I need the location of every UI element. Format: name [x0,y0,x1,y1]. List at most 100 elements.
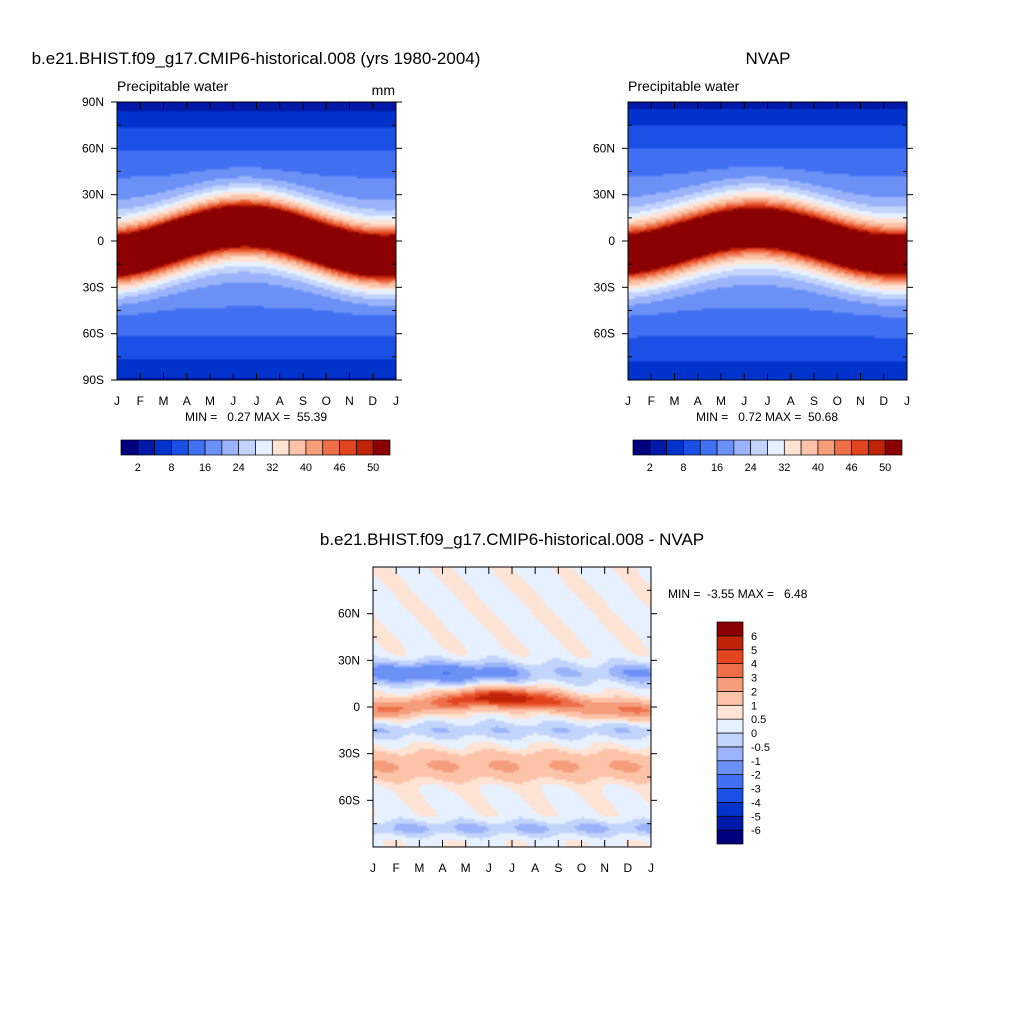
obs-colorbar-swatch [783,439,802,456]
obs-xtick-label: J [741,394,747,408]
model-stats: MIN = 0.27 MAX = 55.39 [185,410,327,424]
obs-colorbar-swatch [851,439,869,456]
model-colorbar-label: 8 [168,462,174,474]
model-colorbar-swatch [137,439,155,456]
model-colorbar-swatch [339,439,357,456]
model-ytick-label: 30N [82,188,104,202]
obs-xtick-label: S [810,394,818,408]
obs-xtick-label: O [833,394,842,408]
obs-xtick-label: A [787,394,795,408]
model-colorbar: 2 8 16 24 32 40 46 50 [120,439,391,474]
obs-field [628,102,907,380]
obs-xtick-label: F [648,394,655,408]
diff-ytick-label: 0 [353,700,360,714]
obs-colorbar-label: 50 [879,462,891,474]
diff-colorbar-swatch [716,677,744,692]
diff-colorbar-swatch [716,635,744,651]
diff-xtick-label: F [392,861,399,875]
diff-colorbar-label: -3 [751,784,761,796]
obs-title: NVAP [745,49,790,68]
diff-colorbar-swatch [716,815,744,831]
obs-colorbar-label: 46 [845,462,857,474]
diff-xtick-label: S [554,861,562,875]
panel-obs: NVAP Precipitable water J F M A M J J A S O N D J60N… [593,49,913,474]
diff-colorbar-label: 6 [751,631,757,643]
model-colorbar-label: 40 [300,462,312,474]
diff-xtick-label: O [577,861,586,875]
diff-stats: MIN = -3.55 MAX = 6.48 [668,587,808,601]
obs-xtick-label: N [856,394,865,408]
diff-colorbar-label: 2 [751,686,757,698]
model-xtick-label: D [368,394,377,408]
diff-colorbar-label: 5 [751,645,757,657]
obs-xtick-label: J [904,394,910,408]
model-colorbar-swatch [255,439,273,456]
obs-colorbar-label: 24 [745,462,757,474]
model-colorbar-swatch [154,439,172,456]
diff-colorbar-swatch [716,704,744,720]
obs-colorbar-label: 8 [680,462,686,474]
model-xtick-label: J [254,394,260,408]
diff-xtick-label: A [438,861,446,875]
diff-colorbar-swatch [716,760,744,775]
diff-colorbar-swatch [716,788,744,803]
model-xtick-label: M [205,394,215,408]
obs-colorbar-swatch [884,439,903,456]
obs-colorbar-swatch [666,439,684,456]
model-xtick-label: A [276,394,284,408]
obs-colorbar: 2 8 16 24 32 40 46 50 [632,439,903,474]
model-colorbar-swatch [187,439,206,456]
obs-colorbar-label: 16 [711,462,723,474]
model-colorbar-label: 2 [135,462,141,474]
obs-xtick-label: M [716,394,726,408]
diff-colorbar-swatch [716,621,744,637]
diff-xtick-label: J [486,861,492,875]
obs-colorbar-swatch [733,439,752,456]
diff-xtick-label: J [648,861,654,875]
obs-xtick-label: M [670,394,680,408]
diff-colorbar-swatch [716,649,744,664]
model-colorbar-swatch [204,439,223,456]
model-ytick-label: 30S [83,280,104,294]
model-ytick-label: 90S [83,373,104,387]
model-xtick-label: S [299,394,307,408]
model-colorbar-swatch [372,439,391,456]
diff-xtick-label: A [531,861,539,875]
diff-xtick-label: J [509,861,515,875]
model-xtick-label: F [137,394,144,408]
diff-colorbar-label: -1 [751,756,761,768]
obs-colorbar-swatch [800,439,819,456]
obs-colorbar-label: 32 [778,462,790,474]
diff-colorbar-label: 3 [751,673,757,685]
model-ytick-label: 90N [82,95,104,109]
diff-colorbar-label: 0.5 [751,714,766,726]
diff-xtick-label: M [461,861,471,875]
obs-colorbar-swatch [649,439,667,456]
diff-colorbar-label: 0 [751,728,757,740]
model-colorbar-label: 50 [367,462,379,474]
diff-colorbar-label: -6 [751,825,761,837]
obs-xtick-label: A [694,394,702,408]
obs-colorbar-swatch [632,439,651,456]
diff-colorbar-label: 1 [751,700,757,712]
diff-colorbar-label: -0.5 [751,742,770,754]
diff-colorbar-label: -2 [751,770,761,782]
obs-xtick-label: D [879,394,888,408]
diff-colorbar-swatch [716,774,744,789]
diff-title: b.e21.BHIST.f09_g17.CMIP6-historical.008… [320,530,704,549]
model-xtick-label: M [159,394,169,408]
obs-colorbar-swatch [716,439,735,456]
model-colorbar-label: 16 [199,462,211,474]
obs-colorbar-swatch [868,439,886,456]
obs-colorbar-swatch [683,439,701,456]
model-colorbar-swatch [221,439,240,456]
diff-xtick-label: M [414,861,424,875]
diff-ytick-label: 60S [339,793,360,807]
model-ytick-label: 60N [82,141,104,155]
obs-colorbar-swatch [834,439,852,456]
model-xtick-label: J [393,394,399,408]
